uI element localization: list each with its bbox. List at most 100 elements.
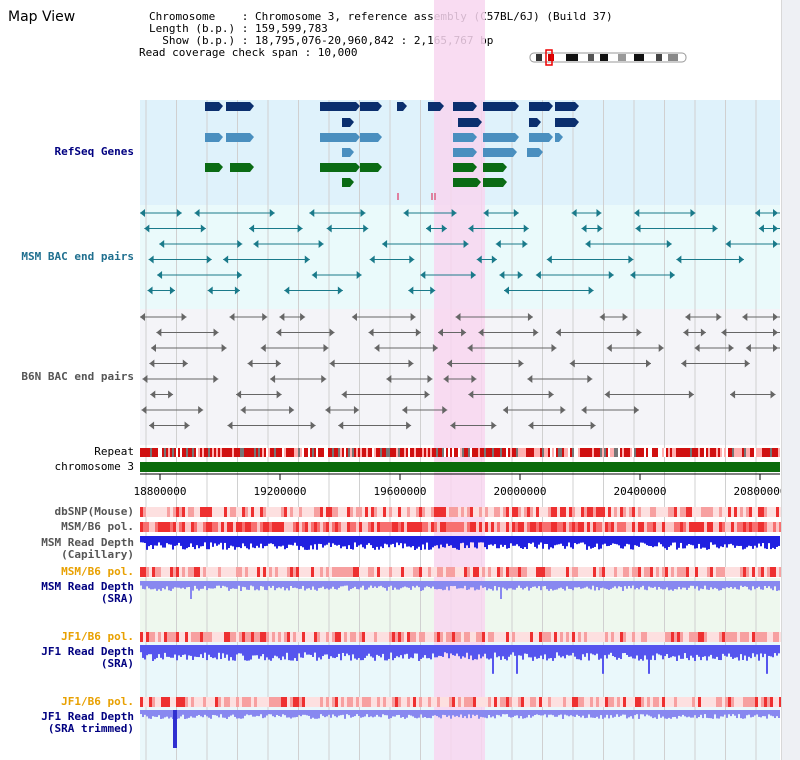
heat-strip-cell — [170, 697, 173, 707]
bac-end-marker — [325, 406, 331, 414]
repeat-segment — [590, 448, 592, 457]
read-depth-bar — [640, 645, 642, 660]
heat-strip-cell — [311, 522, 314, 532]
read-depth-bar — [272, 536, 274, 545]
read-depth-bar — [502, 710, 504, 715]
repeat-segment — [248, 448, 250, 457]
heat-strip-cell — [302, 567, 305, 577]
read-depth-bar — [440, 581, 442, 590]
bac-end-marker — [666, 240, 672, 248]
vertical-scrollbar[interactable] — [781, 0, 800, 760]
read-depth-bar — [336, 536, 338, 546]
read-depth-bar — [754, 645, 756, 657]
read-depth-bar — [762, 536, 764, 544]
heat-strip-cell — [656, 567, 659, 577]
bac-end-marker — [223, 255, 229, 264]
read-depth-bar — [382, 536, 384, 549]
heat-strip-cell — [227, 522, 230, 532]
heat-strip-cell — [755, 697, 758, 707]
repeat-segment — [266, 448, 268, 457]
read-depth-bar — [770, 581, 772, 589]
heat-strip-cell — [614, 697, 617, 707]
heat-strip-cell — [686, 632, 689, 642]
repeat-segment — [688, 448, 690, 457]
heat-strip-cell — [602, 567, 605, 577]
refseq-gene — [342, 118, 350, 127]
read-depth-bar — [430, 645, 432, 660]
read-depth-bar — [230, 536, 232, 546]
heat-strip-cell — [449, 522, 452, 532]
heat-strip-cell — [476, 697, 479, 707]
heat-strip-cell — [593, 567, 596, 577]
heat-strip-cell — [704, 632, 707, 642]
read-depth-bar — [508, 710, 510, 717]
bac-end-marker — [140, 209, 146, 217]
read-depth-bar — [356, 581, 358, 590]
read-depth-bar — [648, 710, 650, 716]
read-depth-bar — [624, 710, 626, 715]
read-depth-bar — [488, 710, 490, 715]
read-depth-bar — [726, 645, 728, 657]
read-depth-bar — [152, 710, 154, 717]
heat-strip-cell — [380, 567, 383, 577]
repeat-segment — [276, 448, 278, 457]
heat-strip-cell — [443, 567, 446, 577]
heat-strip-cell — [590, 697, 593, 707]
repeat-segment — [530, 448, 532, 457]
heat-strip-cell — [254, 567, 257, 577]
bac-end-marker — [571, 209, 577, 217]
label-msm-bac: MSM BAC end pairs — [21, 250, 134, 263]
heat-strip-cell — [398, 632, 401, 642]
read-depth-bar — [168, 710, 170, 719]
heat-strip-cell — [635, 522, 638, 532]
bac-end-marker — [276, 328, 282, 337]
refseq-gene — [360, 102, 378, 111]
read-depth-bar — [670, 536, 672, 546]
read-depth-bar — [480, 581, 482, 586]
heat-strip-cell — [392, 522, 395, 532]
heat-strip-cell — [596, 632, 599, 642]
heat-strip-cell — [188, 632, 191, 642]
heat-strip-cell — [704, 697, 707, 707]
heat-strip-cell — [356, 632, 359, 642]
read-depth-bar — [718, 536, 720, 549]
label-msm-depth-sra-line2: (SRA) — [100, 592, 134, 605]
read-depth-bar — [652, 645, 654, 656]
bac-end-marker — [461, 328, 467, 337]
repeat-segment — [764, 448, 766, 457]
repeat-segment — [760, 448, 762, 457]
read-depth-bar — [408, 536, 410, 547]
repeat-segment — [280, 448, 282, 457]
heat-strip-cell — [743, 507, 746, 517]
read-depth-bar — [706, 645, 708, 661]
read-depth-bar — [160, 581, 162, 591]
refseq-gene-arrow — [537, 118, 541, 127]
bac-end-marker — [478, 328, 484, 337]
heat-strip-cell — [728, 632, 731, 642]
read-depth-bar — [162, 581, 164, 589]
heat-strip-cell — [608, 507, 611, 517]
heat-strip-cell — [620, 522, 623, 532]
read-depth-bar — [402, 645, 404, 659]
read-depth-bar — [494, 645, 496, 653]
read-depth-bar — [408, 645, 410, 659]
heat-strip-cell — [347, 507, 350, 517]
heat-strip-cell — [287, 507, 290, 517]
read-depth-bar — [178, 581, 180, 588]
heat-strip-cell — [191, 522, 194, 532]
heat-strip-cell — [674, 697, 677, 707]
read-depth-bar — [300, 536, 302, 547]
heat-strip-cell — [437, 507, 440, 517]
repeat-segment — [508, 448, 510, 457]
read-depth-bar — [730, 645, 732, 657]
read-depth-bar — [620, 536, 622, 549]
read-depth-bar — [234, 581, 236, 589]
read-depth-bar — [428, 536, 430, 550]
heat-strip-cell — [245, 697, 248, 707]
label-msm-depth-sra: MSM Read Depth (SRA) — [41, 581, 134, 605]
read-depth-bar — [502, 645, 504, 657]
read-depth-bar — [656, 536, 658, 547]
read-depth-bar — [210, 536, 212, 543]
read-depth-bar — [218, 710, 220, 718]
